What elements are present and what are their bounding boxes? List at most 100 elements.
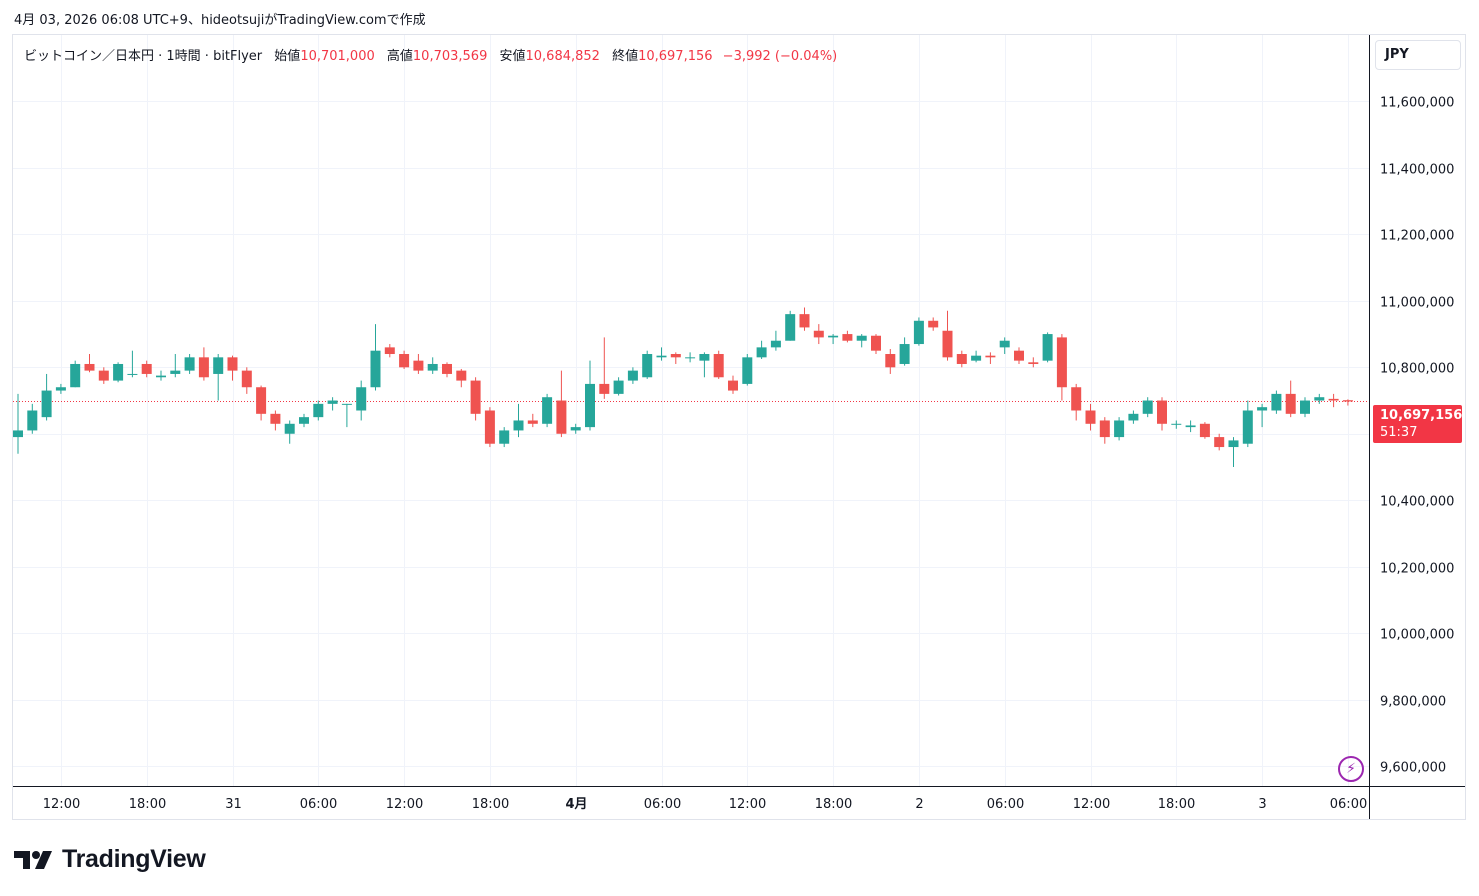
candle bbox=[1342, 399, 1353, 406]
candle-body bbox=[956, 354, 967, 364]
candle bbox=[656, 347, 667, 361]
candle-body bbox=[670, 354, 681, 358]
candle-body bbox=[1171, 423, 1182, 425]
candle bbox=[585, 360, 595, 431]
candle-body bbox=[113, 363, 124, 381]
candle bbox=[1128, 410, 1139, 424]
candle bbox=[599, 337, 610, 399]
candle bbox=[27, 403, 38, 434]
chart-frame[interactable] bbox=[12, 34, 1466, 820]
price-tick-label: 11,200,000 bbox=[1380, 229, 1454, 244]
candle-body bbox=[1142, 400, 1153, 414]
candle bbox=[713, 350, 724, 379]
time-tick-label: 18:00 bbox=[815, 797, 852, 812]
candle-body bbox=[627, 370, 638, 381]
legend-open-label: 始値 bbox=[274, 49, 301, 64]
candle bbox=[885, 349, 896, 374]
candle bbox=[1314, 393, 1325, 404]
candle bbox=[1042, 332, 1053, 363]
candle bbox=[241, 367, 252, 394]
candle-body bbox=[613, 380, 624, 394]
candle-body bbox=[13, 430, 23, 438]
candle bbox=[270, 410, 281, 431]
candle bbox=[899, 337, 910, 366]
candle bbox=[84, 354, 95, 373]
candle-body bbox=[1185, 425, 1196, 428]
candle-body bbox=[1014, 350, 1024, 361]
candle-body bbox=[1099, 420, 1110, 438]
tradingview-logo[interactable]: TradingView bbox=[14, 845, 206, 874]
candle-body bbox=[1314, 397, 1325, 401]
candle-body bbox=[1071, 387, 1082, 411]
candle bbox=[227, 355, 238, 381]
candle-body bbox=[98, 370, 109, 381]
candle bbox=[1085, 403, 1096, 431]
candle-body bbox=[913, 320, 924, 345]
candle bbox=[313, 400, 324, 421]
price-tick-label: 11,600,000 bbox=[1380, 96, 1454, 111]
time-tick-label: 4月 bbox=[565, 797, 587, 812]
candle-body bbox=[1257, 407, 1268, 411]
candle bbox=[1114, 417, 1125, 441]
currency-button[interactable]: JPY bbox=[1375, 40, 1461, 70]
bar-countdown: 51:37 bbox=[1380, 425, 1418, 440]
price-tick-label: 9,800,000 bbox=[1380, 695, 1446, 710]
candle bbox=[1242, 400, 1253, 448]
candles bbox=[13, 307, 1353, 467]
candle-body bbox=[1128, 413, 1139, 421]
candle bbox=[98, 367, 109, 384]
candle-body bbox=[542, 397, 553, 424]
candle-body bbox=[55, 387, 66, 391]
candle bbox=[55, 383, 66, 394]
time-tick-label: 18:00 bbox=[1158, 797, 1195, 812]
price-tick-label: 10,000,000 bbox=[1380, 628, 1454, 643]
candle-body bbox=[270, 413, 281, 424]
candle-body bbox=[341, 403, 352, 405]
candle-body bbox=[170, 370, 181, 374]
candle bbox=[1300, 397, 1310, 418]
candle-body bbox=[327, 400, 338, 404]
candle-body bbox=[470, 380, 481, 414]
candle bbox=[842, 330, 853, 343]
legend-high-value: 10,703,569 bbox=[412, 49, 488, 64]
ohlc-legend: ビットコイン／日本円 · 1時間 · bitFlyer 始値10,701,000… bbox=[24, 45, 837, 64]
chart-caption: 4月 03, 2026 06:08 UTC+9、hideotsujiがTradi… bbox=[14, 13, 426, 28]
candle-body bbox=[1056, 337, 1067, 388]
candle bbox=[341, 403, 352, 428]
candle-body bbox=[70, 363, 81, 388]
candle bbox=[127, 350, 138, 378]
candle bbox=[356, 380, 367, 421]
candle-body bbox=[685, 357, 696, 359]
candle-body bbox=[1342, 400, 1353, 402]
candle bbox=[456, 368, 467, 388]
candle-body bbox=[184, 357, 195, 371]
candle bbox=[971, 350, 982, 363]
candle bbox=[928, 317, 939, 331]
candle bbox=[956, 350, 967, 368]
price-axis[interactable]: 11,600,000 11,400,000 11,200,000 11,000,000… bbox=[1380, 96, 1454, 776]
candle-body bbox=[513, 420, 524, 431]
candle-body bbox=[1242, 410, 1253, 444]
time-tick-label: 12:00 bbox=[1073, 797, 1110, 812]
time-axis[interactable]: 12:00 18:00 31 06:00 12:00 18:00 4月 06:00 12:00 1… bbox=[43, 797, 1367, 812]
candle-body bbox=[41, 390, 52, 418]
candle-body bbox=[699, 354, 710, 361]
candle-body bbox=[842, 334, 853, 341]
candle bbox=[527, 413, 538, 428]
candle-body bbox=[556, 400, 567, 434]
lightning-icon[interactable]: ⚡ bbox=[1338, 756, 1364, 782]
candle bbox=[141, 360, 152, 378]
time-tick-label: 06:00 bbox=[300, 797, 337, 812]
candle bbox=[1271, 390, 1282, 414]
legend-open-value: 10,701,000 bbox=[300, 49, 375, 64]
legend-symbol: ビットコイン／日本円 · 1時間 · bitFlyer bbox=[24, 49, 263, 64]
price-tick-label: 11,000,000 bbox=[1380, 296, 1454, 311]
candle bbox=[399, 350, 410, 369]
candle-body bbox=[799, 314, 810, 328]
candle-body bbox=[370, 350, 381, 388]
candle bbox=[1228, 437, 1239, 467]
candle-body bbox=[499, 430, 510, 444]
candle-body bbox=[928, 320, 939, 328]
candle bbox=[742, 354, 753, 386]
